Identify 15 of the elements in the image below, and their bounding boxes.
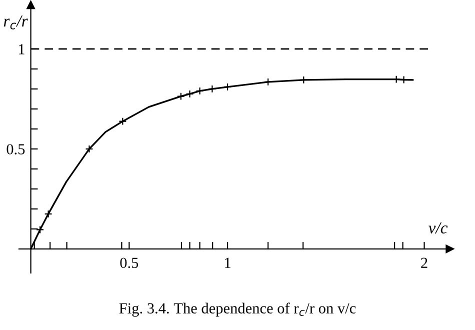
x-tick-label: 0.5 (120, 258, 138, 268)
x-axis-title: v/c (428, 222, 448, 234)
point (196, 86, 204, 95)
y-axis-title: r$_{c}$/r (4, 16, 28, 30)
point (85, 144, 94, 153)
caption: Fig. 3.4. The dependence of r$_{c}$/r on v/c (119, 302, 356, 317)
point (176, 92, 185, 100)
point (118, 117, 127, 126)
x-tick-label: 2 (421, 258, 428, 268)
point (224, 82, 232, 91)
point (186, 90, 194, 98)
x-tick-label: 1 (225, 258, 230, 268)
point (300, 76, 308, 84)
point (208, 84, 216, 93)
point (44, 210, 52, 218)
